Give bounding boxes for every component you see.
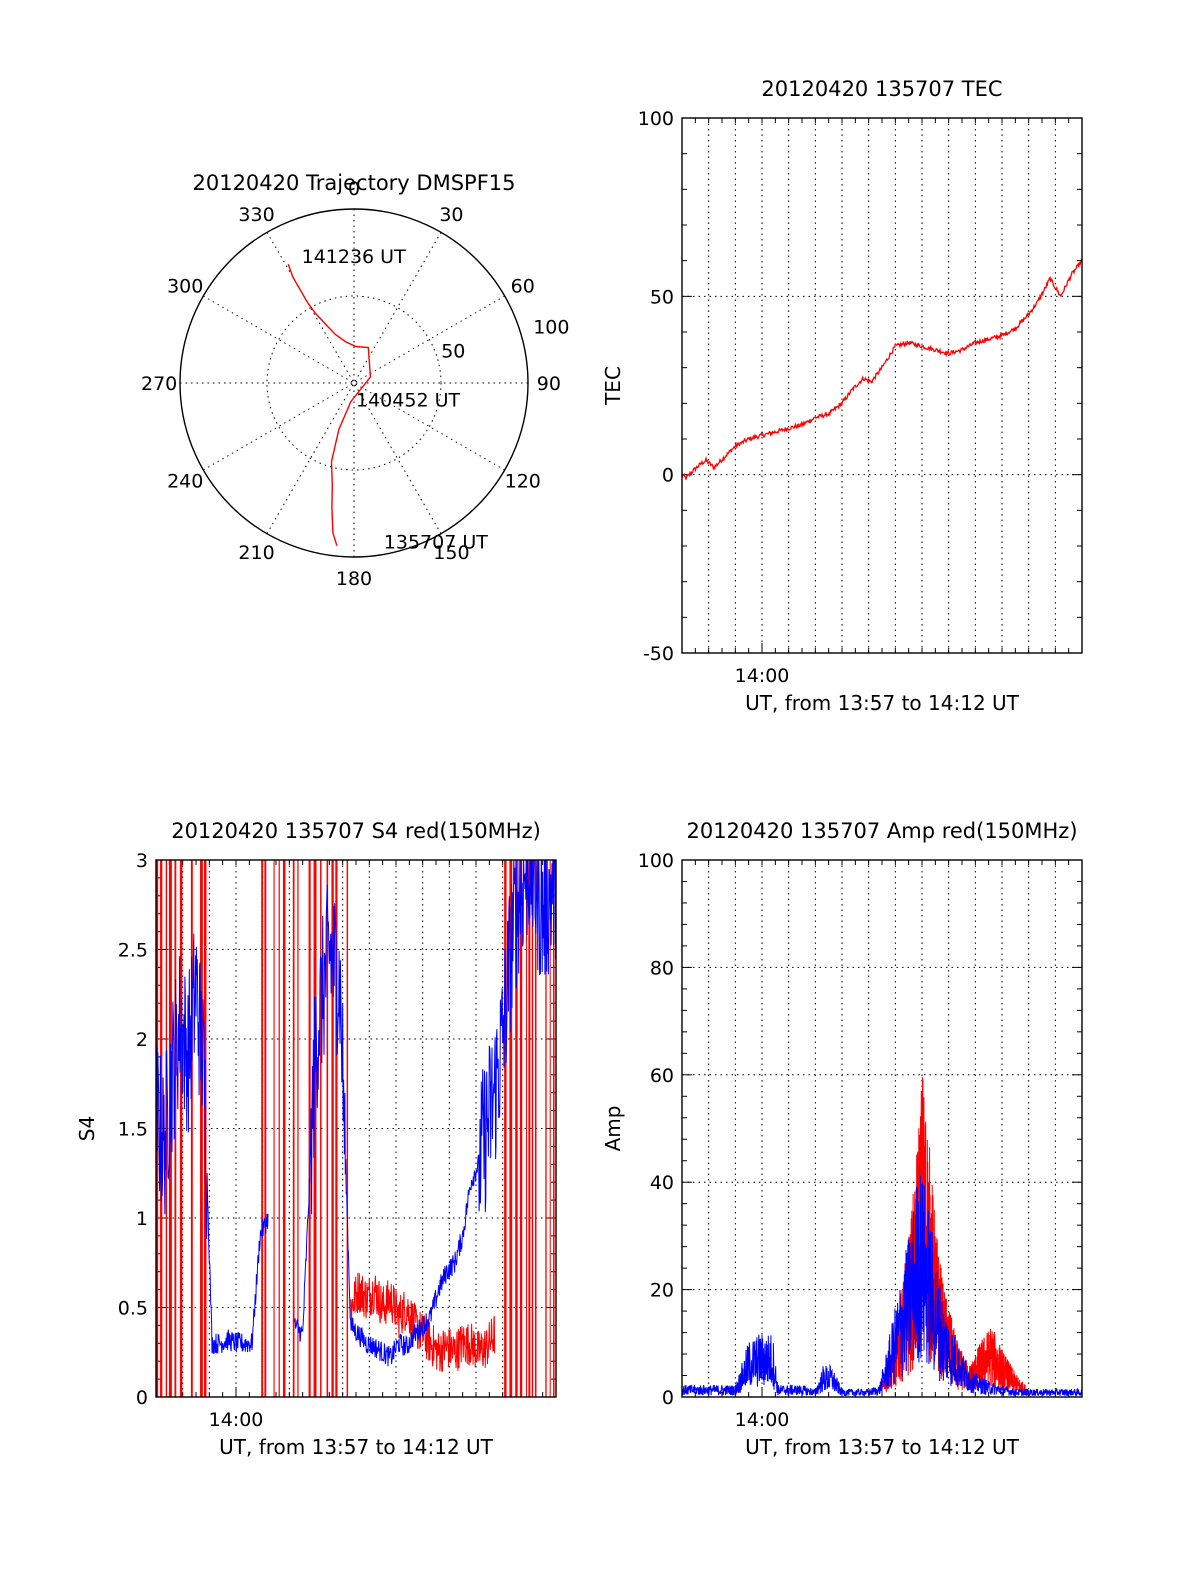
x-tick-label: 14:00 (735, 665, 790, 687)
tec-series-line (682, 258, 1082, 480)
polar-angle-label: 30 (439, 204, 463, 226)
s4-panel: 0 0.5 1 1.5 2 2.5 3 14:00 20120420 135707 S4 red… (75, 819, 557, 1459)
polar-angle-label: 90 (537, 373, 561, 395)
s4-red-line (350, 1272, 496, 1372)
s4-blue-line (156, 860, 556, 1367)
chart-title: 20120420 135707 TEC (761, 77, 1002, 101)
x-axis-label: UT, from 13:57 to 14:12 UT (745, 1435, 1020, 1459)
plot-frame (681, 117, 1083, 654)
polar-spoke (203, 295, 505, 471)
trajectory-line (287, 264, 372, 546)
polar-spoke (203, 295, 505, 471)
trajectory-time-label: 135707 UT (384, 532, 488, 554)
x-tick-label: 14:00 (209, 1409, 264, 1431)
y-tick-label: -50 (643, 643, 674, 665)
y-tick-label: 0 (662, 465, 674, 487)
y-tick-label: 0 (662, 1387, 674, 1409)
plot-frame (681, 859, 1083, 1398)
x-tick-label: 14:00 (735, 1409, 790, 1431)
x-axis-label: UT, from 13:57 to 14:12 UT (745, 691, 1020, 715)
y-axis-label: Amp (601, 1106, 625, 1152)
polar-angle-label: 240 (167, 470, 203, 492)
x-axis-label: UT, from 13:57 to 14:12 UT (219, 1435, 494, 1459)
polar-angle-label: 120 (505, 470, 541, 492)
amp-panel: 0 20 40 60 80 100 14:00 20120420 135707 Amp red… (601, 819, 1083, 1459)
amp-blue-line (682, 1175, 1082, 1397)
plot-frame (155, 859, 557, 1398)
trajectory-time-label: 141236 UT (302, 246, 406, 268)
polar-angle-label: 0 (348, 178, 360, 200)
y-tick-label: 3 (136, 850, 148, 872)
y-tick-label: 0 (136, 1387, 148, 1409)
y-axis-label: S4 (75, 1116, 99, 1141)
polar-radius-label: 50 (441, 341, 465, 363)
chart-title: 20120420 135707 Amp red(150MHz) (686, 819, 1077, 843)
y-tick-label: 20 (650, 1280, 674, 1302)
y-tick-label: 100 (638, 108, 674, 130)
polar-outer-ring (179, 208, 529, 558)
polar-radius-label: 100 (533, 316, 569, 338)
y-tick-label: 2.5 (118, 940, 148, 962)
polar-angle-label: 270 (141, 373, 177, 395)
chart-title: 20120420 135707 S4 red(150MHz) (171, 819, 541, 843)
y-tick-label: 50 (650, 286, 674, 308)
trajectory-time-label: 140452 UT (356, 390, 460, 412)
y-tick-label: 2 (136, 1029, 148, 1051)
y-axis-label: TEC (601, 366, 625, 406)
polar-angle-label: 300 (167, 276, 203, 298)
polar-ring-50 (266, 295, 442, 471)
chart-title: 20120420 Trajectory DMSPF15 (192, 171, 515, 195)
tec-panel: 100 50 0 -50 14:00 20120420 135707 TEC UT, fro… (601, 77, 1083, 715)
y-tick-label: 100 (638, 850, 674, 872)
y-tick-label: 0.5 (118, 1298, 148, 1320)
polar-angle-label: 180 (336, 568, 372, 590)
polar-angle-label: 210 (238, 542, 274, 564)
y-tick-label: 1 (136, 1208, 148, 1230)
y-tick-label: 80 (650, 957, 674, 979)
y-tick-label: 60 (650, 1065, 674, 1087)
polar-angle-label: 330 (238, 204, 274, 226)
polar-angle-label: 150 (433, 542, 469, 564)
polar-angle-label: 60 (511, 276, 535, 298)
y-tick-label: 1.5 (118, 1119, 148, 1141)
y-tick-label: 40 (650, 1172, 674, 1194)
